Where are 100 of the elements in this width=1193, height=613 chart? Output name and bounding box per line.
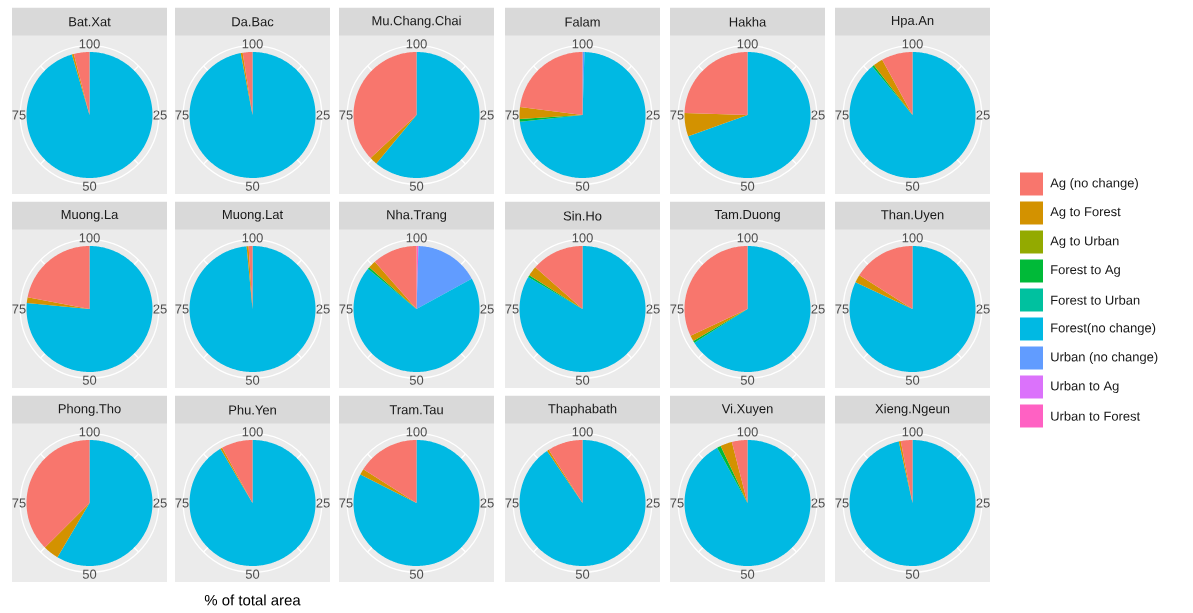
text: 100 — [902, 427, 923, 437]
chart-title: Muong.Lat — [222, 210, 283, 222]
text: 25 — [480, 304, 494, 314]
text: 75 — [835, 304, 849, 314]
text: 50 — [740, 181, 755, 191]
text: 25 — [976, 498, 990, 508]
text: 100 — [79, 427, 100, 437]
chart-title: Falam — [565, 17, 600, 27]
text: 25 — [153, 304, 167, 314]
text: 75 — [505, 498, 519, 508]
text: % of total area — [204, 594, 301, 606]
text: 100 — [406, 233, 427, 243]
text: 25 — [480, 110, 494, 120]
text: 25 — [316, 110, 330, 120]
text: 100 — [572, 39, 593, 49]
legend-label: Ag (no change) — [1050, 177, 1138, 191]
text: 25 — [976, 110, 990, 120]
text: 50 — [575, 181, 590, 191]
text: 75 — [339, 304, 353, 314]
legend-label: Forest to Ag — [1051, 265, 1120, 277]
text: 50 — [409, 181, 424, 191]
text: 50 — [409, 375, 424, 385]
chart-title: Phong.Tho — [58, 403, 121, 416]
text: 75 — [175, 110, 189, 120]
text: 25 — [811, 304, 825, 314]
chart-title: Mu.Chang.Chai — [372, 15, 461, 28]
chart-title: Nha.Trang — [387, 209, 447, 222]
text: 75 — [339, 498, 353, 508]
text: 100 — [737, 39, 758, 49]
text: 100 — [79, 39, 100, 49]
chart-title: Da.Bac — [232, 17, 274, 27]
text: 100 — [242, 233, 263, 243]
text: 50 — [82, 569, 97, 579]
text: 50 — [905, 375, 920, 385]
text: 100 — [737, 427, 758, 437]
text: 75 — [175, 498, 189, 508]
text: 75 — [835, 110, 849, 120]
text: 100 — [242, 39, 263, 49]
chart-title: Tram.Tau — [389, 405, 443, 415]
text: 100 — [572, 233, 593, 243]
text: 100 — [242, 427, 263, 437]
chart-title: Tam.Duong — [714, 210, 780, 222]
text: 25 — [811, 110, 825, 120]
legend-label: Forest(no change) — [1051, 322, 1156, 336]
text: 75 — [12, 498, 26, 508]
text: 75 — [505, 304, 519, 314]
chart-title: Thaphabath — [548, 403, 617, 416]
text: 100 — [406, 427, 427, 437]
legend-label: Ag to Forest — [1050, 207, 1121, 219]
text: 100 — [902, 233, 923, 243]
text: 25 — [646, 110, 660, 120]
legend-label: Urban to Forest — [1051, 411, 1141, 421]
text: 25 — [646, 498, 660, 508]
text: 100 — [737, 233, 758, 243]
text: 50 — [905, 181, 920, 191]
chart-title: Phu.Yen — [229, 405, 276, 415]
text: 50 — [575, 569, 590, 579]
chart-title: Than.Uyen — [881, 209, 944, 222]
text: 100 — [902, 39, 923, 49]
text: 50 — [245, 375, 260, 385]
text: 50 — [740, 375, 755, 385]
text: 25 — [316, 304, 330, 314]
chart-title: Bat.Xat — [69, 17, 111, 27]
legend-label: Ag to Urban — [1050, 235, 1119, 249]
chart-title: Muong.La — [61, 210, 119, 222]
text: 75 — [12, 304, 26, 314]
text: 50 — [740, 569, 755, 579]
text: 75 — [505, 110, 519, 120]
text: 75 — [670, 498, 684, 508]
text: 75 — [12, 110, 26, 120]
text: 100 — [406, 39, 427, 49]
text: 25 — [316, 498, 330, 508]
text: 75 — [175, 304, 189, 314]
chart-title: Hakha — [729, 17, 767, 27]
legend-label: Forest to Urban — [1051, 295, 1140, 305]
text: 100 — [79, 233, 100, 243]
text: 100 — [572, 427, 593, 437]
text: 75 — [670, 304, 684, 314]
text: 75 — [835, 498, 849, 508]
text: 25 — [646, 304, 660, 314]
text: 25 — [811, 498, 825, 508]
text: 75 — [670, 110, 684, 120]
text: 25 — [976, 304, 990, 314]
text: 50 — [245, 569, 260, 579]
chart-title: Sin.Ho — [563, 211, 602, 221]
text: 25 — [153, 110, 167, 120]
text: 50 — [82, 375, 97, 385]
legend-label: Urban (no change) — [1051, 351, 1158, 365]
chart-title: Xieng.Ngeun — [875, 403, 950, 416]
text: 25 — [480, 498, 494, 508]
text: 50 — [575, 375, 590, 385]
legend-label: Urban to Ag — [1051, 380, 1119, 394]
text: 50 — [82, 181, 97, 191]
text: 75 — [339, 110, 353, 120]
text: 50 — [409, 569, 424, 579]
text: 25 — [153, 498, 167, 508]
text: 50 — [245, 181, 260, 191]
chart-title: Vi.Xuyen — [721, 403, 773, 416]
chart-title: Hpa.An — [891, 16, 934, 28]
text: 50 — [905, 569, 920, 579]
